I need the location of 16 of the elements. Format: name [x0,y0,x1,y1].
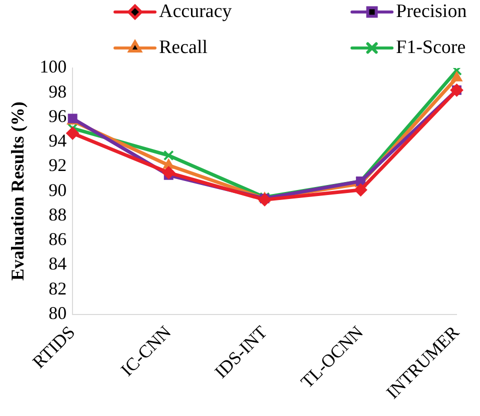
y-tick-label: 82 [48,278,67,298]
y-axis-title: Evaluation Results (%) [7,102,28,281]
y-tick-label: 98 [48,81,67,102]
y-tick-label: 94 [48,130,67,151]
y-tick-label: 100 [40,56,67,77]
y-tick-label: 90 [48,180,67,200]
y-tick-label: 80 [48,302,67,323]
y-tick-label: 86 [48,229,67,250]
legend-label: Precision [396,0,468,22]
legend-label: F1-Score [396,36,466,58]
legend-label: Recall [159,36,208,58]
legend-label: Accuracy [159,0,232,22]
y-tick-label: 88 [48,204,67,224]
y-tick-label: 84 [48,254,67,274]
y-tick-label: 92 [48,155,67,176]
y-tick-label: 96 [48,106,67,126]
